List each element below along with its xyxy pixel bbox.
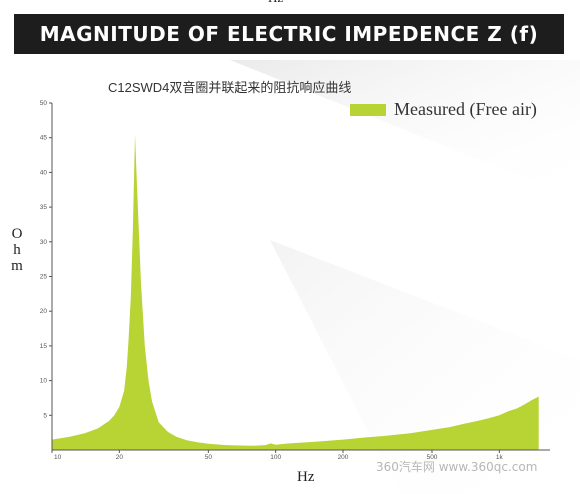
chart-title: MAGNITUDE OF ELECTRIC IMPEDENCE Z (f) (39, 22, 539, 46)
impedance-area (52, 134, 539, 450)
y-axis-label-letter: m (11, 258, 23, 274)
y-tick-label: 35 (40, 204, 48, 211)
x-axis-label: Hz (297, 469, 315, 485)
y-tick-label: 40 (40, 169, 48, 176)
x-tick-label: 10 (54, 454, 62, 461)
y-tick-label: 50 (40, 100, 48, 107)
legend: Measured (Free air) (350, 99, 537, 120)
legend-swatch (350, 103, 386, 116)
y-axis-label-letter: h (13, 242, 21, 258)
y-tick-label: 45 (40, 135, 48, 142)
x-tick-label: 500 (427, 454, 438, 461)
title-bar: MAGNITUDE OF ELECTRIC IMPEDENCE Z (f) (14, 14, 564, 54)
y-tick-label: 15 (40, 343, 48, 350)
x-tick-label: 1k (496, 454, 504, 461)
x-tick-label: 100 (270, 454, 281, 461)
x-tick-label: 200 (338, 454, 349, 461)
x-tick-label: 20 (116, 454, 124, 461)
y-tick-label: 30 (40, 239, 48, 246)
y-tick-label: 10 (40, 378, 48, 385)
legend-label: Measured (Free air) (394, 99, 537, 119)
watermark: 360汽车网 www.360qc.com (376, 460, 538, 474)
top-unit-label: Hz (268, 0, 283, 6)
y-tick-label: 20 (40, 308, 48, 315)
x-tick-label: 50 (205, 454, 213, 461)
y-tick-label: 25 (40, 274, 48, 281)
y-tick-label: 5 (43, 412, 47, 419)
y-axis-label-letter: O (11, 226, 23, 242)
chart-subtitle: C12SWD4双音圈并联起来的阻抗响应曲线 (108, 80, 352, 95)
